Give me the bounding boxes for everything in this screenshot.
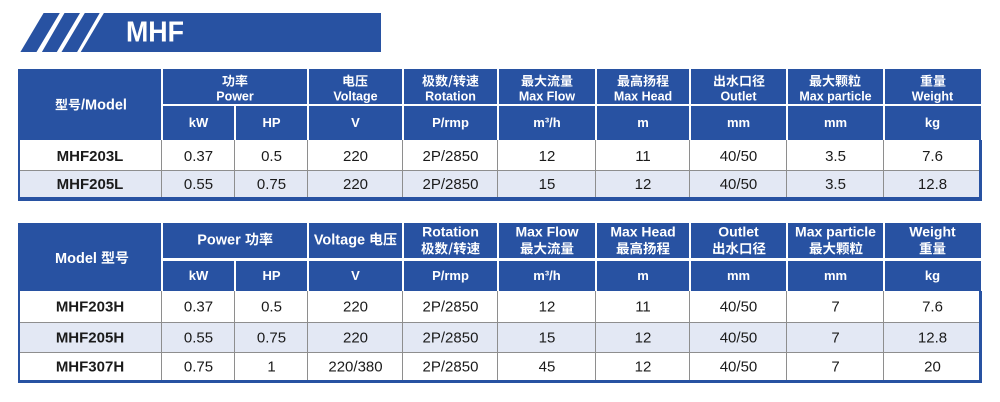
svg-text:MHF: MHF (126, 17, 184, 49)
